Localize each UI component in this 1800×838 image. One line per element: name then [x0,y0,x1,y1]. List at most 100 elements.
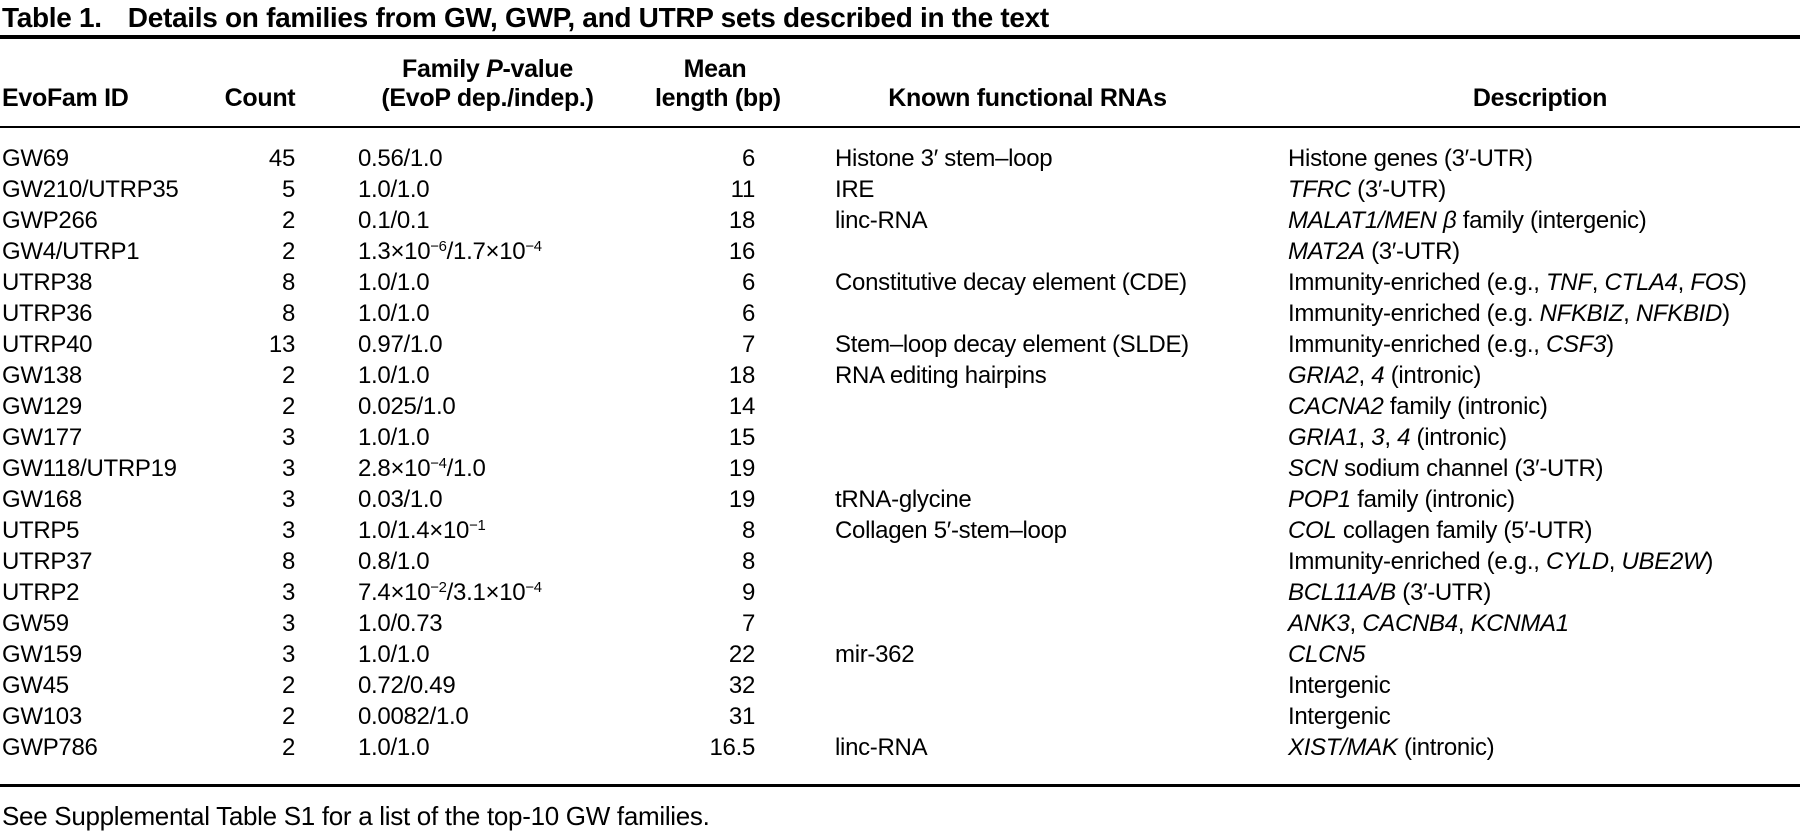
cell-family_p_value: 1.0/0.73 [358,610,443,637]
cell-evofam_id: GW45 [2,672,69,699]
cell-family_p_value: 1.0/1.0 [358,300,430,327]
cell-mean_length: 8 [741,548,755,575]
cell-evofam_id: GW69 [2,145,69,172]
cell-description: GRIA1, 3, 4 (intronic) [1288,424,1507,451]
table-row: GW103 2 0.0082/1.0 31 Intergenic [0,701,1800,732]
cell-evofam_id: GWP786 [2,734,98,761]
cell-mean_length: 19 [728,455,755,482]
cell-count: 5 [281,176,295,203]
cell-evofam_id: GW138 [2,362,82,389]
cell-family_p_value: 0.97/1.0 [358,331,443,358]
column-header-description: Description [1280,37,1800,128]
cell-family_p_value: 0.1/0.1 [358,207,430,234]
cell-evofam_id: GW168 [2,486,82,513]
cell-evofam_id: GW177 [2,424,82,451]
cell-mean_length: 32 [728,672,755,699]
cell-family_p_value: 0.03/1.0 [358,486,443,513]
cell-family_p_value: 1.0/1.0 [358,734,430,761]
cell-count: 2 [281,238,295,265]
cell-family_p_value: 1.0/1.0 [358,424,430,451]
cell-description: CACNA2 family (intronic) [1288,393,1548,420]
column-header-known_functional_rnas: Known functional RNAs [775,37,1280,128]
cell-evofam_id: GWP266 [2,207,98,234]
table-row: UTRP5 3 1.0/1.4×10−1 8 Collagen 5′-stem–loop… [0,515,1800,546]
table-row: GW138 2 1.0/1.0 18 RNA editing hairpins GRIA2… [0,360,1800,391]
cell-known_functional_rnas [775,577,1280,608]
cell-description: POP1 family (intronic) [1288,486,1515,513]
column-header-mean_length: Mean length (bp) [655,37,781,128]
table-row: GW168 3 0.03/1.0 19 tRNA-glycine POP1 family … [0,484,1800,515]
cell-family_p_value: 1.3×10−6/1.7×10−4 [358,238,542,265]
table-row: GW177 3 1.0/1.0 15 GRIA1, 3, 4 (intronic) [0,422,1800,453]
cell-count: 45 [268,145,295,172]
cell-description: GRIA2, 4 (intronic) [1288,362,1482,389]
table-row: UTRP38 8 1.0/1.0 6 Constitutive decay elemen… [0,267,1800,298]
cell-description: XIST/MAK (intronic) [1288,734,1495,761]
cell-mean_length: 18 [728,207,755,234]
cell-count: 3 [281,424,295,451]
cell-description: MAT2A (3′-UTR) [1288,238,1460,265]
cell-evofam_id: GW118/UTRP19 [2,455,177,482]
table-row: UTRP36 8 1.0/1.0 6 Immunity-enriched (e.g. N… [0,298,1800,329]
cell-count: 2 [281,672,295,699]
cell-known_functional_rnas: Histone 3′ stem–loop [835,145,1053,172]
cell-mean_length: 6 [741,300,755,327]
cell-count: 3 [281,486,295,513]
table-row: GW210/UTRP35 5 1.0/1.0 11 IRE TFRC (3′-UTR) [0,174,1800,205]
cell-family_p_value: 2.8×10−4/1.0 [358,455,486,482]
cell-count: 3 [281,579,295,606]
cell-description: MALAT1/MEN β family (intergenic) [1288,207,1647,234]
cell-family_p_value: 0.025/1.0 [358,393,456,420]
cell-evofam_id: GW59 [2,610,69,637]
cell-description: Immunity-enriched (e.g., CSF3) [1288,331,1614,358]
cell-mean_length: 16.5 [709,734,755,761]
cell-family_p_value: 1.0/1.0 [358,641,430,668]
cell-description: COL collagen family (5′-UTR) [1288,517,1593,544]
column-header-evofam_id: EvoFam ID [0,37,200,128]
cell-known_functional_rnas [775,391,1280,422]
cell-known_functional_rnas [775,608,1280,639]
table-row: GWP266 2 0.1/0.1 18 linc-RNA MALAT1/MEN β fam… [0,205,1800,236]
cell-count: 13 [268,331,295,358]
cell-mean_length: 11 [730,176,756,203]
cell-known_functional_rnas [775,670,1280,701]
cell-description: ANK3, CACNB4, KCNMA1 [1288,610,1569,637]
cell-family_p_value: 7.4×10−2/3.1×10−4 [358,579,542,606]
cell-description: Immunity-enriched (e.g. NFKBIZ, NFKBID) [1288,300,1730,327]
cell-count: 2 [281,362,295,389]
cell-count: 3 [281,641,295,668]
cell-family_p_value: 0.56/1.0 [358,145,443,172]
cell-mean_length: 16 [728,238,755,265]
table-header: EvoFam ID Count Family P-value (EvoP dep./i… [0,37,1800,128]
cell-family_p_value: 0.72/0.49 [358,672,456,699]
cell-evofam_id: GW103 [2,703,82,730]
table-row: GW129 2 0.025/1.0 14 CACNA2 family (intronic… [0,391,1800,422]
cell-count: 3 [281,517,295,544]
cell-family_p_value: 1.0/1.0 [358,362,430,389]
table-body: GW69 45 0.56/1.0 6 Histone 3′ stem–loop Histo… [0,127,1800,786]
cell-mean_length: 8 [741,517,755,544]
cell-known_functional_rnas: tRNA-glycine [835,486,972,513]
cell-description: Intergenic [1288,672,1391,699]
cell-count: 2 [281,207,295,234]
table-row: GW159 3 1.0/1.0 22 mir-362 CLCN5 [0,639,1800,670]
cell-count: 2 [281,703,295,730]
cell-known_functional_rnas [775,701,1280,732]
cell-known_functional_rnas: linc-RNA [835,734,928,761]
cell-family_p_value: 1.0/1.0 [358,269,430,296]
cell-known_functional_rnas: Stem–loop decay element (SLDE) [835,331,1189,358]
table-row: UTRP37 8 0.8/1.0 8 Immunity-enriched (e.g., … [0,546,1800,577]
table-row: GW45 2 0.72/0.49 32 Intergenic [0,670,1800,701]
cell-evofam_id: UTRP40 [2,331,93,358]
cell-count: 3 [281,610,295,637]
data-table: EvoFam ID Count Family P-value (EvoP dep./i… [0,35,1800,787]
cell-mean_length: 6 [741,269,755,296]
column-header-count: Count [200,37,320,128]
cell-mean_length: 22 [728,641,755,668]
table-row: UTRP40 13 0.97/1.0 7 Stem–loop decay element… [0,329,1800,360]
cell-family_p_value: 0.0082/1.0 [358,703,469,730]
cell-evofam_id: UTRP2 [2,579,80,606]
cell-description: BCL11A/B (3′-UTR) [1288,579,1492,606]
cell-mean_length: 6 [741,145,755,172]
